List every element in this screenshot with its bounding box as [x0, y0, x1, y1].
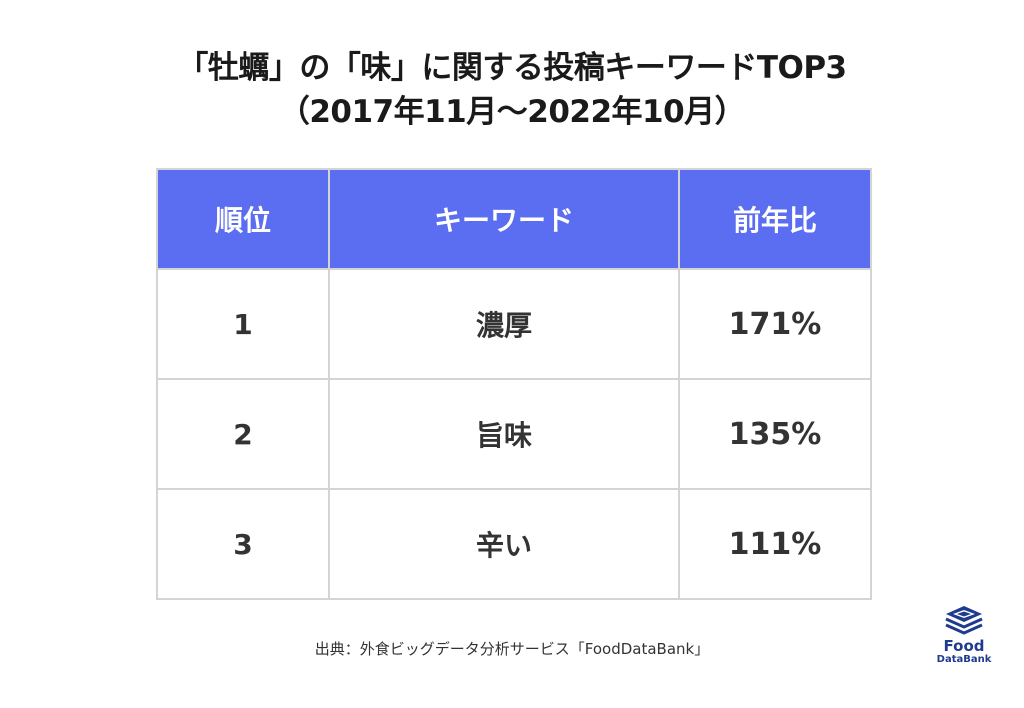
table-row: 3 辛い 111% — [156, 488, 872, 600]
title-line-1: 「牡蠣」の「味」に関する投稿キーワードTOP3 — [177, 50, 847, 86]
title-line-2: （2017年11月〜2022年10月） — [278, 94, 746, 130]
logo-text-databank: DataBank — [936, 654, 992, 665]
source-note: 出典：外食ビッグデータ分析サービス「FoodDataBank」 — [314, 640, 710, 658]
header-keyword: キーワード — [328, 168, 680, 270]
keyword-cell: 旨味 — [328, 378, 680, 490]
ranking-table: 順位 キーワード 前年比 1 濃厚 171% 2 旨味 135% 3 辛い 11… — [156, 168, 872, 600]
keyword-cell: 濃厚 — [328, 268, 680, 380]
rank-cell: 3 — [156, 488, 330, 600]
logo-text-food: Food — [943, 637, 985, 655]
yoy-cell: 111% — [678, 488, 872, 600]
table-header-row: 順位 キーワード 前年比 — [156, 168, 872, 270]
fooddatabank-logo: Food DataBank — [930, 604, 998, 670]
rank-cell: 1 — [156, 268, 330, 380]
table-row: 1 濃厚 171% — [156, 268, 872, 380]
table-row: 2 旨味 135% — [156, 378, 872, 490]
header-rank: 順位 — [156, 168, 330, 270]
stacked-plates-icon — [945, 606, 983, 635]
yoy-cell: 135% — [678, 378, 872, 490]
yoy-cell: 171% — [678, 268, 872, 380]
keyword-cell: 辛い — [328, 488, 680, 600]
rank-cell: 2 — [156, 378, 330, 490]
page-title: 「牡蠣」の「味」に関する投稿キーワードTOP3 （2017年11月〜2022年1… — [0, 46, 1024, 134]
header-yoy: 前年比 — [678, 168, 872, 270]
